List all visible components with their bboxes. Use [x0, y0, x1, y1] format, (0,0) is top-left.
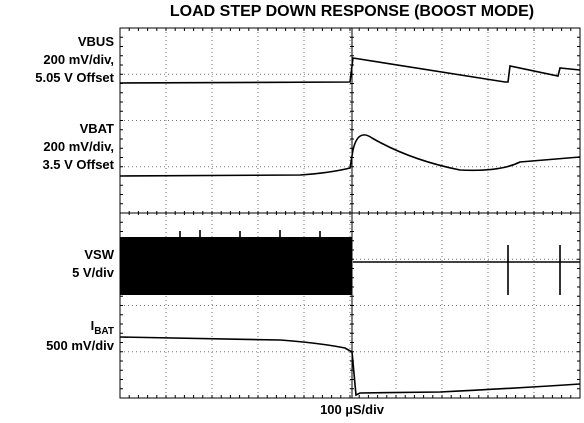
channel-name-sub: BAT [94, 326, 114, 337]
x-label: 100 µS/div [320, 402, 385, 417]
vbus-trace [119, 57, 581, 84]
title: LOAD STEP DOWN RESPONSE (BOOST MODE) [170, 3, 534, 20]
vsw-trace [120, 230, 580, 295]
channel-name: VSW [84, 247, 114, 262]
channel-name: VBAT [80, 121, 114, 136]
channel-name-main: I [91, 318, 95, 333]
channel-offset: 3.5 V Offset [42, 157, 114, 172]
channel-name: VBUS [78, 34, 114, 49]
channel-name: IBAT [91, 318, 114, 337]
channel-scale: 5 V/div [72, 265, 115, 280]
vbat-trace [119, 134, 581, 177]
channel-scale: 500 mV/div [46, 338, 115, 353]
ibat-trace [119, 336, 581, 397]
channel-scale: 200 mV/div, [43, 139, 114, 154]
channel-offset: 5.05 V Offset [35, 70, 114, 85]
channel-scale: 200 mV/div, [43, 52, 114, 67]
